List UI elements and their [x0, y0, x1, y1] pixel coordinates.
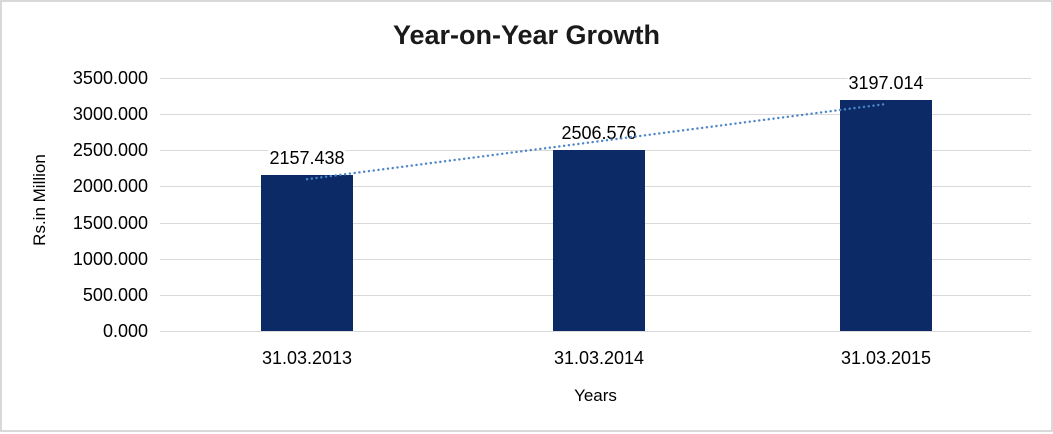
x-category-label: 31.03.2013 — [261, 348, 353, 368]
bar-value-label: 2506.576 — [560, 122, 638, 144]
y-tick-label: 1500.000 — [72, 212, 148, 233]
bar — [553, 149, 645, 331]
bar-value-label: 3197.014 — [847, 72, 925, 94]
gridline — [160, 78, 1031, 79]
bar — [840, 99, 932, 331]
y-axis-title: Rs.in Million — [30, 154, 49, 246]
y-tick-label: 1000.000 — [72, 248, 148, 269]
bar — [261, 175, 353, 331]
bar-value-label: 2157.438 — [268, 148, 346, 170]
y-tick-label: 2500.000 — [72, 140, 148, 161]
x-axis-title: Years — [574, 386, 617, 405]
chart-title: Year-on-Year Growth — [392, 20, 661, 50]
y-tick-label: 0.000 — [102, 321, 148, 341]
y-tick-label: 500.000 — [82, 284, 148, 305]
x-category-label: 31.03.2014 — [553, 348, 645, 368]
y-tick-label: 3000.000 — [72, 104, 148, 125]
x-category-label: 31.03.2015 — [840, 348, 932, 368]
y-tick-label: 2000.000 — [72, 176, 148, 197]
gridline — [160, 331, 1031, 332]
y-tick-label: 3500.000 — [72, 68, 148, 88]
